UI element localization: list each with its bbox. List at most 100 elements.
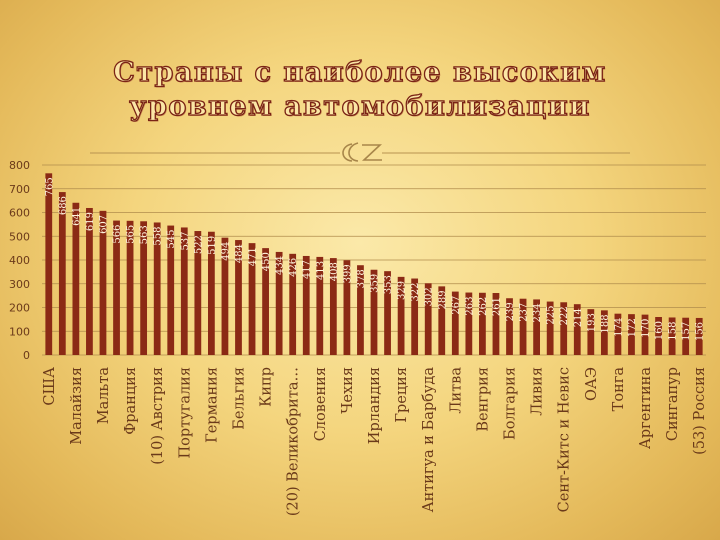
bar-value-label: 234	[532, 303, 543, 322]
bar-value-label: 765	[44, 177, 55, 196]
y-tick-label: 700	[9, 183, 30, 196]
bar-value-label: 545	[166, 230, 177, 249]
slide-title-line-2: уровнем автомобилизации	[129, 90, 591, 122]
bar	[695, 317, 703, 355]
bar-value-label: 413	[315, 261, 326, 280]
bar-value-label: 172	[627, 318, 638, 337]
bar	[573, 304, 581, 355]
bar-value-label: 170	[641, 319, 652, 338]
x-category-label: Германия	[204, 367, 220, 443]
x-category-label: Антигуа и Барбуда	[421, 367, 437, 513]
bar	[221, 237, 229, 355]
x-category-label: (10) Австрия	[150, 367, 166, 465]
y-tick-label: 0	[23, 349, 30, 362]
bar-value-label: 225	[546, 306, 557, 325]
y-tick-label: 800	[9, 159, 30, 172]
bar-value-label: 156	[695, 322, 706, 341]
y-tick-label: 400	[9, 254, 30, 267]
bar	[316, 256, 324, 355]
bar	[628, 314, 635, 355]
slide-title: Страны с наиболее высоким уровнем автомо…	[0, 56, 720, 124]
bar	[600, 310, 608, 355]
bar	[357, 265, 364, 355]
x-category-label: Греция	[394, 367, 410, 423]
bar	[262, 248, 269, 355]
bar	[655, 317, 662, 355]
bar	[560, 302, 568, 355]
x-category-label: Малайзия	[69, 367, 85, 445]
bar-value-label: 160	[654, 321, 665, 340]
bar	[58, 192, 66, 355]
slide-title-line-1: Страны с наиболее высоким	[113, 56, 607, 88]
y-tick-label: 300	[9, 278, 30, 291]
bar	[519, 298, 527, 355]
bar-value-label: 607	[98, 215, 109, 234]
bar-value-label: 537	[180, 231, 191, 250]
bar	[384, 271, 391, 355]
bar	[167, 225, 175, 355]
bar-value-label: 434	[275, 256, 286, 275]
bar	[126, 220, 134, 355]
bar-value-label: 188	[600, 314, 611, 333]
bar-value-label: 289	[437, 290, 448, 309]
bar	[614, 313, 622, 355]
x-category-label: Кипр	[259, 367, 275, 407]
x-category-label: Венгрия	[475, 367, 491, 432]
bar	[479, 292, 486, 355]
bar-value-label: 408	[329, 262, 340, 281]
bar	[275, 251, 283, 355]
bar-value-label: 353	[383, 275, 394, 294]
bar-value-label: 378	[356, 269, 367, 288]
bar-value-label: 494	[220, 242, 231, 261]
bar-value-label: 417	[302, 260, 313, 279]
bar	[587, 309, 595, 355]
bar-value-label: 262	[478, 297, 489, 316]
bar	[235, 240, 242, 355]
y-tick-label: 200	[9, 302, 30, 315]
bar-value-label: 193	[586, 313, 597, 332]
x-category-label: Португалия	[177, 367, 193, 458]
bar	[668, 317, 676, 355]
bar	[533, 299, 540, 355]
bar-value-label: 522	[193, 235, 204, 254]
bar-value-label: 484	[234, 244, 245, 263]
bar	[194, 231, 202, 355]
x-category-label: Сингапур	[665, 367, 681, 441]
bar	[72, 202, 80, 355]
bar	[492, 293, 500, 355]
bar	[451, 291, 459, 355]
bar-value-label: 263	[464, 297, 475, 316]
bar	[153, 222, 161, 355]
x-category-label: Аргентина	[638, 367, 654, 449]
x-category-label: ОАЭ	[584, 367, 600, 401]
divider-ornament-icon	[90, 142, 630, 162]
bar	[45, 173, 53, 355]
bar	[302, 255, 310, 355]
bar-value-label: 239	[505, 302, 516, 321]
bar-value-label: 158	[668, 321, 679, 340]
x-category-label: Словения	[313, 367, 329, 441]
bar	[343, 260, 351, 355]
bar-value-label: 471	[248, 247, 259, 266]
x-category-label: Сент-Китс и Невис	[557, 367, 573, 512]
bar	[397, 276, 405, 355]
bar	[438, 286, 446, 355]
x-category-label: Литва	[448, 367, 464, 414]
bar-value-label: 426	[288, 258, 299, 277]
x-category-label: Франция	[123, 367, 139, 435]
bar	[682, 317, 690, 355]
bar-value-label: 237	[519, 303, 530, 322]
x-category-label: Болгария	[503, 367, 519, 440]
bar-value-label: 329	[397, 281, 408, 300]
bar-value-label: 261	[491, 297, 502, 316]
bar-value-label: 619	[85, 212, 96, 231]
bar	[641, 314, 649, 355]
bar-value-label: 566	[112, 225, 123, 244]
x-category-label: Ирландия	[367, 367, 383, 444]
bar	[86, 207, 93, 355]
y-tick-label: 600	[9, 207, 30, 220]
bar-value-label: 214	[573, 308, 584, 327]
bar-value-label: 267	[451, 296, 462, 315]
bar	[465, 292, 473, 355]
